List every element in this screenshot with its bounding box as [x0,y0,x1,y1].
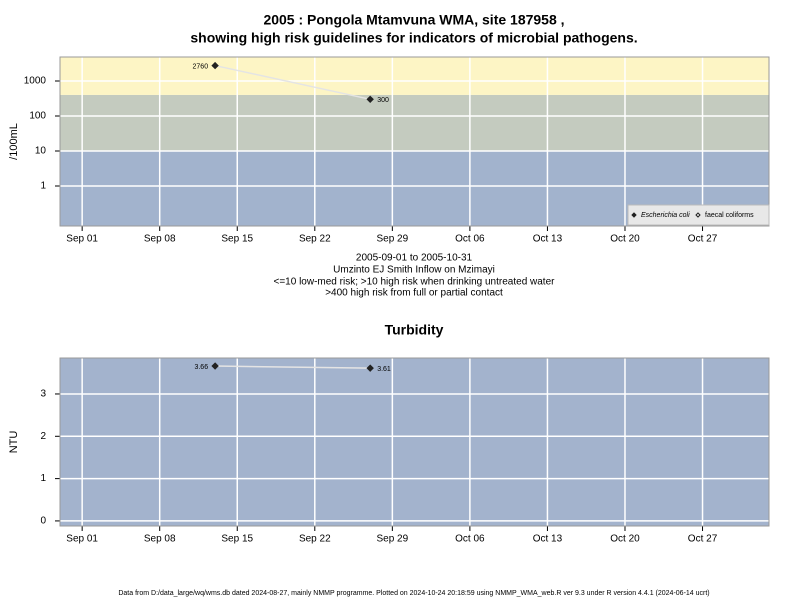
y-tick-label: 3 [40,389,46,400]
chart-title: showing high risk guidelines for indicat… [190,30,637,46]
risk-band [60,57,769,95]
chart-title: 2005 : Pongola Mtamvuna WMA, site 187958… [263,12,564,28]
x-tick-label: Sep 08 [144,234,176,245]
x-tick-label: Sep 29 [376,534,408,545]
x-tick-label: Oct 27 [688,234,718,245]
x-tick-label: Sep 01 [66,234,98,245]
x-tick-label: Sep 29 [376,234,408,245]
x-tick-label: Oct 20 [610,234,640,245]
y-tick-label: 1 [40,181,46,192]
legend-box [627,204,770,226]
note: Umzinto EJ Smith Inflow on Mzimayi [333,265,495,276]
y-tick-label: 1 [40,473,46,484]
series-line [215,365,371,369]
data-label: 300 [377,97,389,104]
legend-label: Escherichia coli [641,212,690,219]
data-point [366,95,374,104]
y-axis-label: /100mL [8,123,20,160]
plot-frame [59,357,770,527]
y-tick-label: 2 [40,431,46,442]
note: >400 high risk from full or partial cont… [325,288,503,299]
x-tick-label: Sep 15 [221,534,253,545]
legend-label: faecal coliforms [705,212,754,219]
plot-frame [59,56,770,227]
data-label: 3.66 [194,364,208,371]
x-tick-label: Sep 15 [221,234,253,245]
y-tick-label: 10 [35,146,47,157]
x-tick-label: Sep 01 [66,534,98,545]
series-line [214,64,371,101]
legend-marker [631,212,637,218]
x-tick-label: Oct 13 [533,234,563,245]
x-tick-label: Sep 22 [299,234,331,245]
note: <=10 low-med risk; >10 high risk when dr… [274,277,556,288]
x-tick-label: Oct 06 [455,234,485,245]
y-axis-label: NTU [8,431,20,454]
plot-background [60,358,769,526]
chart-title: Turbidity [385,322,444,338]
data-label: 3.61 [377,366,391,373]
x-tick-label: Oct 13 [533,534,563,545]
data-point [366,364,374,372]
data-label: 2760 [193,63,209,70]
x-tick-label: Oct 27 [688,534,718,545]
data-point [211,362,219,370]
data-point [211,61,219,70]
risk-band [60,94,769,152]
y-tick-label: 0 [40,516,46,527]
y-tick-label: 1000 [24,76,47,87]
x-tick-label: Sep 22 [299,534,331,545]
footer: Data from D:/data_large/wq/wms.db dated … [118,590,709,597]
y-tick-label: 100 [29,111,46,122]
x-tick-label: Oct 06 [455,534,485,545]
x-tick-label: Sep 08 [144,534,176,545]
note: 2005-09-01 to 2005-10-31 [356,253,473,264]
legend-marker [695,212,701,218]
x-tick-label: Oct 20 [610,534,640,545]
